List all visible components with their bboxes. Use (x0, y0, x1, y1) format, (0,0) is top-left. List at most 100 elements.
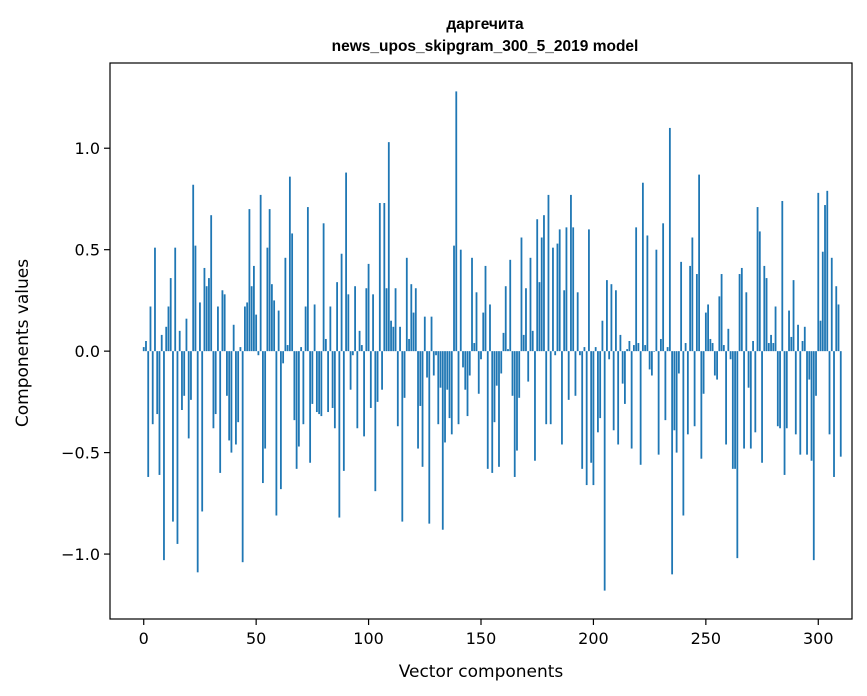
bar-component-74 (309, 351, 312, 463)
bar-component-7 (158, 351, 161, 475)
bar-component-107 (383, 203, 386, 352)
bar-component-186 (561, 351, 563, 445)
bar-component-72 (304, 306, 307, 352)
bar-component-209 (612, 351, 615, 431)
bar-component-185 (558, 229, 561, 352)
bar-component-198 (588, 229, 590, 352)
bar-component-144 (466, 351, 469, 417)
bar-component-79 (320, 351, 323, 417)
bar-component-152 (484, 265, 487, 352)
bar-component-39 (230, 351, 233, 453)
bar-component-268 (745, 292, 748, 352)
bar-component-94 (354, 286, 356, 352)
bar-component-76 (313, 304, 316, 352)
bar-component-203 (599, 351, 602, 419)
bar-component-270 (749, 351, 752, 449)
bar-component-3 (149, 306, 152, 352)
bar-component-163 (509, 259, 512, 352)
bar-component-309 (837, 304, 840, 352)
y-tick-label: 0.5 (75, 241, 100, 260)
chart-title-line-2: news_upos_skipgram_300_5_2019 model (332, 38, 639, 55)
bar-component-215 (626, 349, 629, 352)
bar-component-251 (707, 304, 709, 352)
y-tick-label: −1.0 (61, 545, 100, 564)
bar-component-50 (255, 314, 258, 352)
bar-component-272 (754, 351, 757, 433)
y-tick-label: 0.0 (75, 342, 100, 361)
bar-component-34 (219, 351, 222, 473)
bar-component-171 (527, 351, 530, 382)
bar-component-182 (552, 247, 554, 352)
bar-component-146 (471, 257, 473, 352)
bar-component-148 (475, 292, 478, 352)
bar-component-93 (351, 351, 354, 356)
bar-component-23 (194, 245, 197, 352)
bar-component-278 (767, 343, 770, 352)
bar-component-244 (691, 237, 694, 352)
bar-component-60 (277, 310, 280, 352)
bar-component-29 (208, 278, 210, 352)
bar-component-111 (392, 326, 395, 352)
bar-component-92 (349, 351, 352, 390)
bar-component-51 (257, 351, 260, 356)
bar-component-138 (453, 245, 455, 352)
bar-component-109 (387, 142, 390, 352)
y-axis-label: Components values (13, 259, 33, 427)
bar-component-120 (412, 312, 415, 352)
bar-component-105 (378, 203, 381, 352)
bar-component-172 (529, 257, 532, 352)
bar-component-175 (536, 219, 539, 352)
bar-component-57 (270, 284, 273, 352)
bar-component-150 (480, 351, 482, 360)
bar-component-289 (792, 280, 795, 352)
bar-component-101 (369, 351, 372, 408)
bar-component-165 (513, 351, 516, 477)
bar-component-184 (556, 243, 559, 352)
chart-title-line-1: даргечита (446, 16, 524, 33)
bar-component-224 (646, 235, 649, 352)
bar-component-131 (437, 351, 440, 425)
x-tick-label: 300 (803, 629, 834, 648)
bar-component-208 (610, 284, 613, 352)
bar-component-232 (664, 351, 667, 421)
bar-component-225 (648, 351, 651, 370)
bar-component-277 (765, 278, 768, 352)
bar-component-159 (500, 351, 503, 374)
bar-component-147 (473, 343, 476, 352)
bar-component-77 (315, 351, 318, 413)
bar-component-86 (336, 282, 338, 352)
bar-component-1 (145, 341, 147, 352)
bar-component-250 (704, 312, 707, 352)
bar-component-207 (608, 351, 611, 360)
bar-component-143 (464, 351, 467, 390)
bar-component-5 (154, 247, 156, 352)
bar-component-301 (819, 320, 822, 352)
bar-component-233 (666, 347, 669, 352)
bar-component-128 (430, 316, 433, 352)
bar-component-15 (176, 351, 179, 544)
bar-component-286 (785, 351, 788, 429)
bar-component-124 (421, 351, 424, 467)
bar-component-140 (457, 351, 460, 425)
bar-component-62 (282, 351, 285, 364)
bar-component-259 (725, 351, 727, 445)
bar-component-64 (286, 345, 289, 352)
bar-component-279 (770, 334, 772, 352)
bar-component-87 (338, 351, 341, 518)
bar-component-141 (459, 249, 462, 352)
bar-component-127 (428, 351, 431, 524)
bar-component-285 (783, 351, 786, 475)
bar-component-82 (327, 351, 329, 413)
bar-component-302 (821, 251, 824, 352)
bar-component-219 (635, 227, 638, 352)
bar-component-102 (372, 294, 374, 352)
y-axis-ticks: −1.0 −0.5 0.0 0.5 1.0 (61, 139, 110, 564)
bar-component-265 (738, 274, 741, 352)
bar-component-75 (311, 351, 314, 404)
bar-component-149 (477, 351, 480, 394)
plot-frame (109, 62, 853, 620)
bar-component-284 (781, 200, 784, 352)
bar-component-41 (235, 351, 237, 445)
bar-component-13 (172, 351, 174, 522)
